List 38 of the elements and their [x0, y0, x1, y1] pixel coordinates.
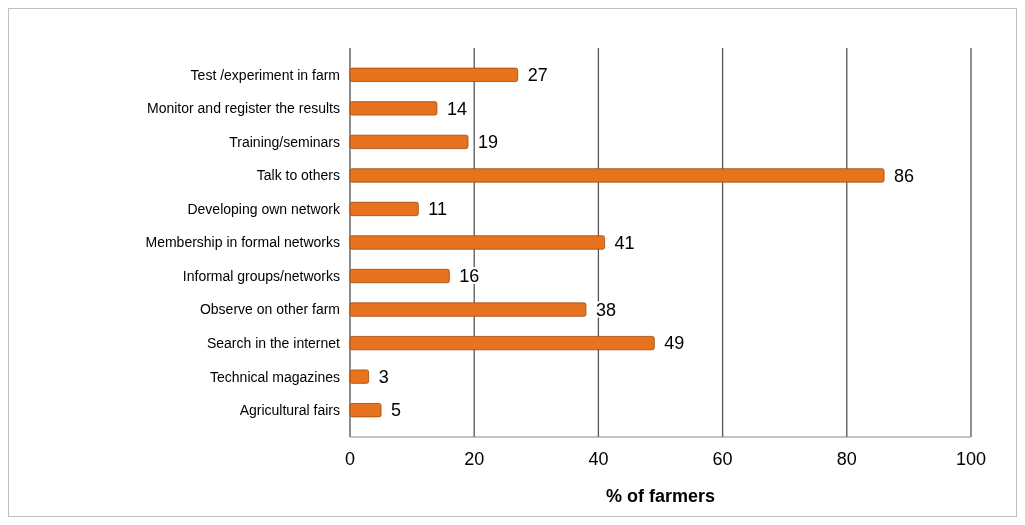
- x-tick-label: 60: [712, 449, 733, 469]
- data-label: 3: [378, 366, 389, 387]
- data-label: 27: [527, 65, 548, 86]
- y-tick-label: Membership in formal networks: [145, 234, 340, 251]
- y-tick-label: Developing own network: [187, 200, 341, 217]
- bar: [349, 302, 587, 317]
- bar: [349, 201, 419, 217]
- data-label: 14: [446, 98, 467, 119]
- y-tick-label: Informal groups/networks: [182, 267, 340, 284]
- data-label: 86: [894, 165, 915, 186]
- x-tick-label: 0: [344, 449, 356, 469]
- bar: [349, 101, 438, 116]
- x-axis-title: % of farmers: [605, 486, 716, 506]
- y-tick-label: Search in the internet: [206, 335, 341, 351]
- data-label: 5: [391, 400, 402, 421]
- x-tick-label: 100: [955, 449, 987, 469]
- data-label: 49: [664, 333, 685, 354]
- data-label: 19: [477, 132, 499, 153]
- bar: [349, 168, 885, 183]
- y-tick-label: Observe on other farm: [199, 301, 340, 318]
- data-label: 11: [428, 199, 447, 220]
- data-label: 41: [614, 232, 635, 253]
- x-tick-label: 20: [464, 449, 485, 469]
- y-tick-label: Agricultural fairs: [239, 402, 340, 419]
- x-tick-label: 80: [836, 449, 857, 469]
- x-tick-label: 40: [588, 449, 609, 469]
- y-tick-label: Training/seminars: [229, 133, 340, 150]
- y-tick-label: Monitor and register the results: [147, 100, 340, 117]
- y-tick-label: Talk to others: [256, 167, 340, 184]
- bar: [349, 268, 450, 284]
- bar: [349, 235, 606, 250]
- bar: [349, 67, 519, 82]
- bar: [349, 134, 469, 149]
- bar: [349, 336, 655, 351]
- y-tick-label: Technical magazines: [210, 368, 340, 385]
- bar: [349, 403, 382, 418]
- bar: [349, 369, 370, 384]
- y-tick-label: Test /experiment in farm: [190, 66, 340, 83]
